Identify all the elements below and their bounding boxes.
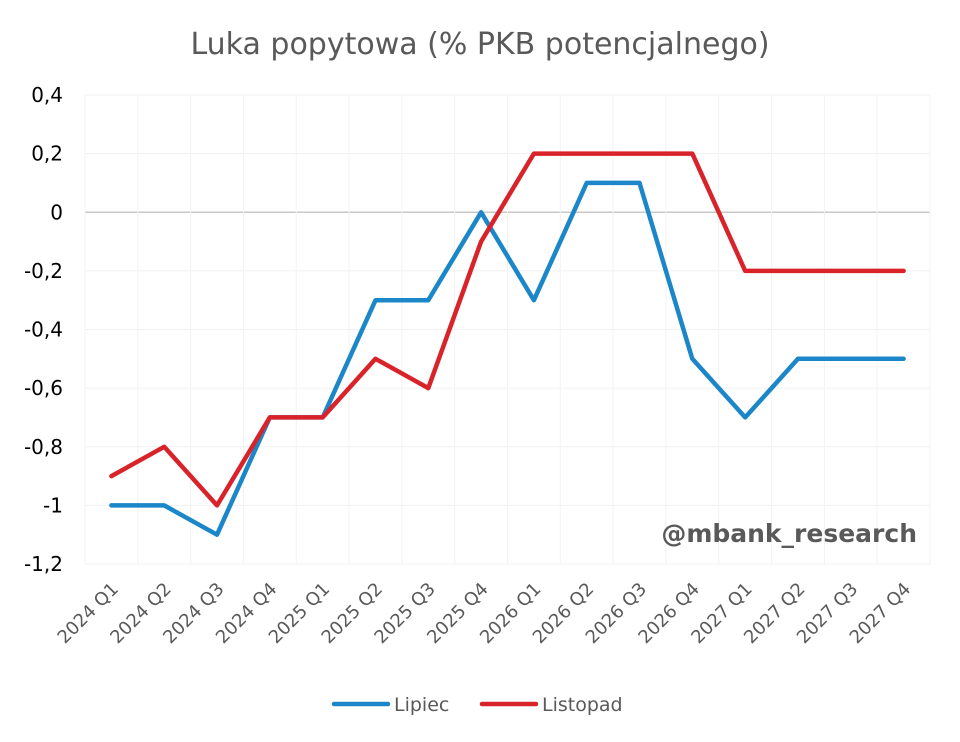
legend: Lipiec Listopad bbox=[331, 694, 623, 716]
legend-label: Listopad bbox=[542, 694, 623, 716]
series-lines bbox=[109, 151, 906, 537]
gridlines bbox=[84, 94, 931, 565]
y-tick-label: 0,2 bbox=[31, 142, 63, 166]
y-tick-label: 0,4 bbox=[31, 83, 63, 107]
series-line-lipiec bbox=[109, 180, 906, 537]
y-axis-ticks: 0,4 0,2 0 -0,2 -0,4 -0,6 -0,8 -1 -1,2 bbox=[24, 83, 63, 576]
watermark: @mbank_research bbox=[661, 519, 917, 548]
y-tick-label: -0,8 bbox=[24, 435, 63, 459]
y-tick-label: -0,4 bbox=[24, 318, 63, 342]
legend-label: Lipiec bbox=[394, 694, 449, 716]
series-line-listopad bbox=[109, 151, 906, 508]
y-tick-label: 0 bbox=[50, 200, 63, 224]
y-tick-label: -1,2 bbox=[24, 552, 63, 576]
y-tick-label: -1 bbox=[43, 493, 63, 517]
chart-title: Luka popytowa (% PKB potencjalnego) bbox=[190, 27, 769, 62]
y-tick-label: -0,2 bbox=[24, 259, 63, 283]
y-tick-label: -0,6 bbox=[24, 376, 63, 400]
